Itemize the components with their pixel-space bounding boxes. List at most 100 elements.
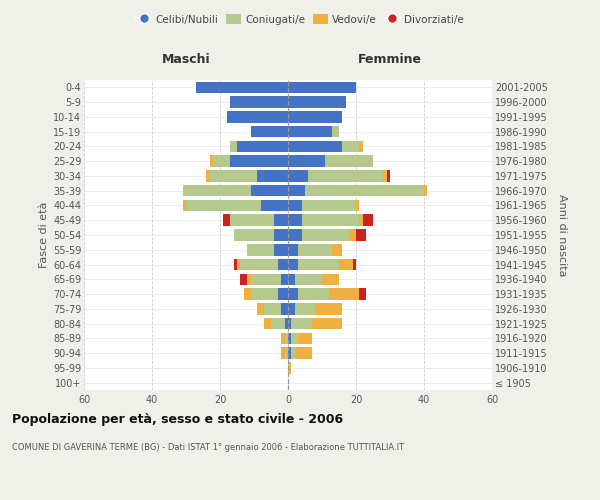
- Bar: [288, 170, 308, 181]
- Bar: [230, 156, 288, 167]
- Bar: [295, 274, 322, 285]
- Bar: [244, 288, 251, 300]
- Bar: [363, 214, 373, 226]
- Bar: [288, 303, 295, 314]
- Bar: [312, 318, 343, 330]
- Bar: [292, 318, 312, 330]
- Bar: [308, 170, 383, 181]
- Bar: [288, 362, 292, 374]
- Bar: [288, 348, 292, 359]
- Text: COMUNE DI GAVERINA TERME (BG) - Dati ISTAT 1° gennaio 2006 - Elaborazione TUTTIT: COMUNE DI GAVERINA TERME (BG) - Dati IST…: [12, 442, 404, 452]
- Bar: [247, 274, 251, 285]
- Bar: [284, 348, 288, 359]
- Bar: [233, 229, 274, 241]
- Bar: [288, 111, 343, 122]
- Bar: [278, 259, 288, 270]
- Bar: [302, 229, 349, 241]
- Bar: [227, 111, 288, 122]
- Bar: [343, 140, 359, 152]
- Bar: [264, 318, 271, 330]
- Bar: [298, 332, 312, 344]
- Bar: [292, 348, 295, 359]
- Bar: [233, 259, 237, 270]
- Bar: [298, 244, 332, 256]
- Bar: [288, 332, 292, 344]
- Bar: [284, 332, 288, 344]
- Bar: [230, 96, 288, 108]
- Bar: [349, 229, 356, 241]
- Bar: [298, 259, 339, 270]
- Legend: Celibi/Nubili, Coniugati/e, Vedovi/e, Divorziati/e: Celibi/Nubili, Coniugati/e, Vedovi/e, Di…: [132, 10, 468, 29]
- Bar: [359, 288, 366, 300]
- Bar: [359, 214, 363, 226]
- Bar: [315, 303, 343, 314]
- Bar: [288, 288, 298, 300]
- Bar: [288, 318, 292, 330]
- Bar: [186, 200, 261, 211]
- Text: Maschi: Maschi: [161, 53, 211, 66]
- Bar: [223, 214, 230, 226]
- Bar: [213, 156, 230, 167]
- Bar: [210, 156, 213, 167]
- Bar: [295, 303, 315, 314]
- Bar: [383, 170, 386, 181]
- Bar: [251, 185, 288, 196]
- Text: Femmine: Femmine: [358, 53, 422, 66]
- Bar: [281, 303, 288, 314]
- Bar: [237, 259, 241, 270]
- Bar: [281, 332, 284, 344]
- Bar: [288, 244, 298, 256]
- Bar: [210, 170, 257, 181]
- Bar: [292, 332, 298, 344]
- Bar: [257, 170, 288, 181]
- Bar: [288, 274, 295, 285]
- Bar: [288, 156, 325, 167]
- Bar: [261, 200, 288, 211]
- Text: Popolazione per età, sesso e stato civile - 2006: Popolazione per età, sesso e stato civil…: [12, 412, 343, 426]
- Bar: [332, 126, 339, 138]
- Bar: [295, 348, 312, 359]
- Bar: [274, 214, 288, 226]
- Bar: [325, 156, 373, 167]
- Bar: [288, 140, 343, 152]
- Bar: [339, 259, 353, 270]
- Bar: [288, 82, 356, 93]
- Bar: [322, 274, 339, 285]
- Bar: [281, 348, 284, 359]
- Bar: [356, 200, 359, 211]
- Bar: [241, 274, 247, 285]
- Bar: [302, 214, 359, 226]
- Bar: [230, 214, 274, 226]
- Bar: [284, 318, 288, 330]
- Bar: [359, 140, 363, 152]
- Bar: [356, 229, 366, 241]
- Bar: [241, 259, 278, 270]
- Bar: [424, 185, 427, 196]
- Bar: [182, 200, 186, 211]
- Bar: [288, 96, 346, 108]
- Bar: [206, 170, 210, 181]
- Bar: [288, 200, 302, 211]
- Bar: [264, 303, 281, 314]
- Bar: [251, 126, 288, 138]
- Bar: [386, 170, 390, 181]
- Bar: [288, 229, 302, 241]
- Bar: [247, 244, 274, 256]
- Bar: [278, 288, 288, 300]
- Bar: [196, 82, 288, 93]
- Bar: [332, 244, 343, 256]
- Bar: [182, 185, 251, 196]
- Bar: [257, 303, 264, 314]
- Bar: [288, 126, 332, 138]
- Bar: [281, 274, 288, 285]
- Bar: [288, 214, 302, 226]
- Y-axis label: Fasce di età: Fasce di età: [38, 202, 49, 268]
- Bar: [288, 259, 298, 270]
- Bar: [271, 318, 284, 330]
- Bar: [274, 229, 288, 241]
- Bar: [251, 288, 278, 300]
- Bar: [353, 259, 356, 270]
- Bar: [274, 244, 288, 256]
- Bar: [230, 140, 237, 152]
- Bar: [329, 288, 359, 300]
